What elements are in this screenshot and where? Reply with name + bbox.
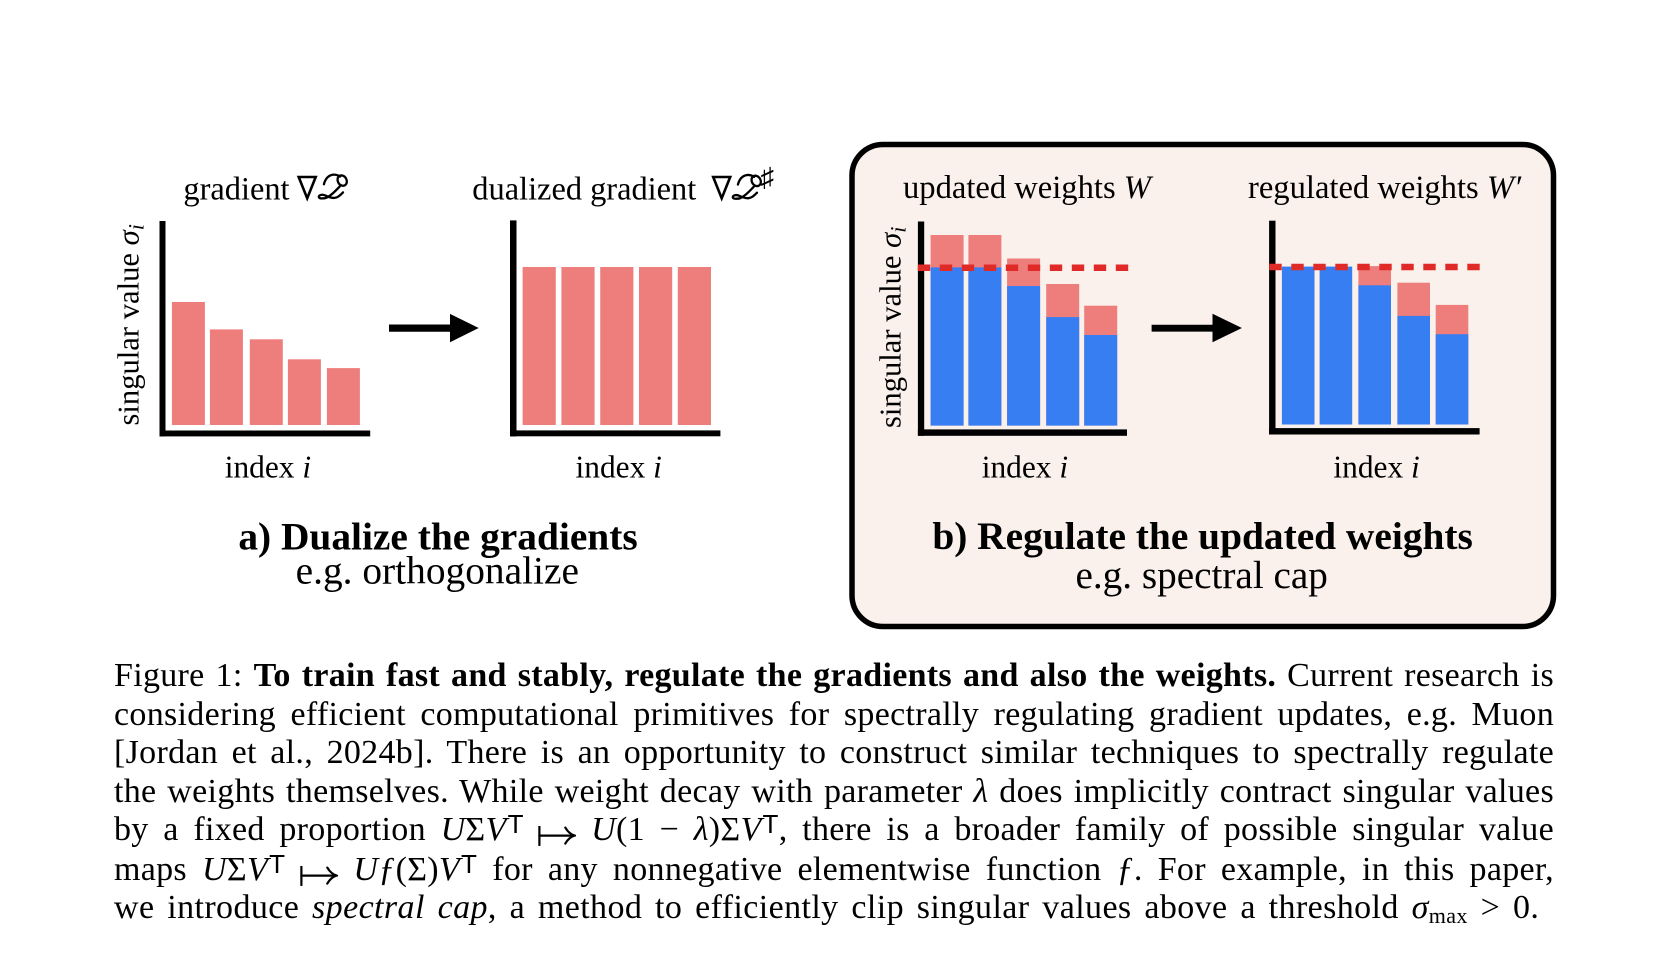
- svg-text:b) Regulate the updated weight: b) Regulate the updated weights: [932, 514, 1473, 558]
- svg-text:index i: index i: [225, 449, 311, 484]
- svg-text:a) Dualize the gradients: a) Dualize the gradients: [238, 515, 637, 559]
- svg-text:singular value σi: singular value σi: [112, 224, 149, 425]
- svg-text:updated weights W: updated weights W: [903, 170, 1154, 206]
- svg-text:index i: index i: [982, 450, 1068, 485]
- svg-text:gradient: gradient: [183, 171, 289, 207]
- svg-text:regulated weights W′: regulated weights W′: [1248, 170, 1522, 206]
- svg-text:♯: ♯: [761, 163, 775, 193]
- svg-text:dualized gradient: dualized gradient: [472, 171, 696, 207]
- svg-text:singular value σi: singular value σi: [874, 227, 911, 428]
- svg-text:e.g. spectral cap: e.g. spectral cap: [1075, 554, 1327, 597]
- svg-text:index i: index i: [1333, 450, 1419, 485]
- svg-text:index i: index i: [576, 449, 662, 484]
- svg-text:e.g. orthogonalize: e.g. orthogonalize: [296, 549, 579, 593]
